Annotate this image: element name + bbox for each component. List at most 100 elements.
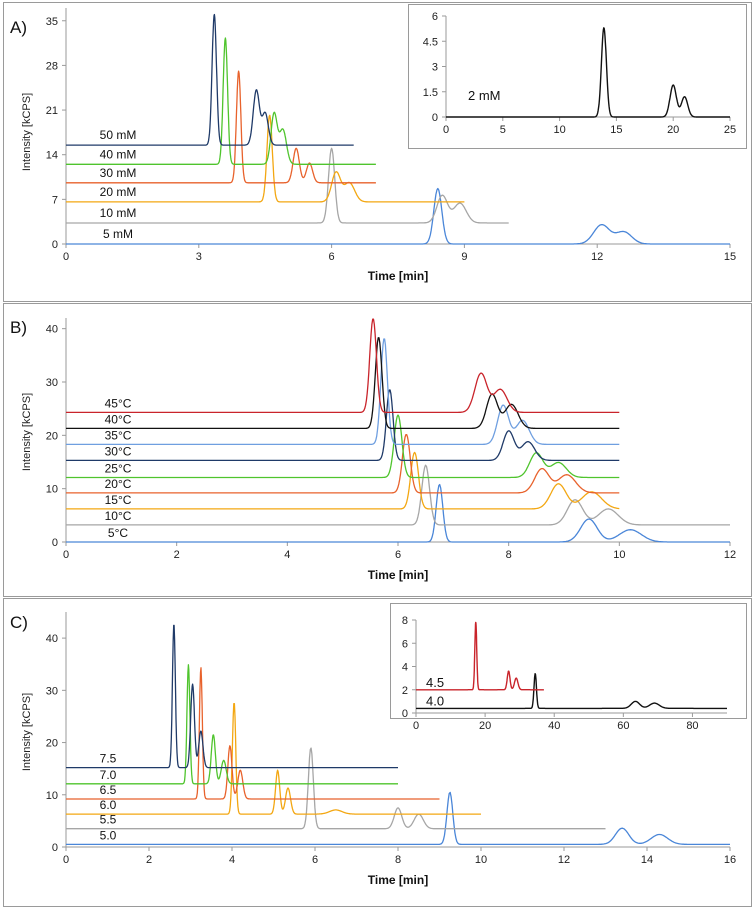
x-tick-label: 0: [63, 549, 69, 561]
inset-frame: [390, 603, 747, 719]
inset-series-line: [415, 621, 545, 691]
series-line: [66, 414, 620, 479]
series-line: [66, 451, 620, 510]
y-tick-label: 0: [52, 239, 58, 251]
series-line: [65, 37, 377, 165]
series-line: [65, 667, 440, 800]
series-label: 5°C: [108, 526, 128, 540]
series-line: [66, 791, 730, 846]
series-line: [65, 114, 465, 203]
inset-chart: 0 20 40 60 80 0 2 4 6 8 4.0 4.5: [390, 603, 747, 732]
series-label: 20°C: [105, 477, 132, 491]
inset-series-label: 4.5: [426, 675, 444, 690]
x-tick-label: 12: [558, 854, 570, 866]
x-tick-label: 4: [229, 854, 235, 866]
series-label: 10°C: [105, 509, 132, 523]
x-tick-label: 16: [724, 854, 736, 866]
inset-x-tick-label: 15: [610, 124, 622, 136]
inset-y-tick-label: 6: [432, 11, 438, 23]
panel-b: 0 2 4 6 8 10 12 0 10 20 30 40 5°C 10°C 15°C 20°C 25°C 30°…: [3, 303, 752, 597]
series-label: 7.5: [100, 752, 117, 766]
panel-frame: [3, 303, 752, 597]
x-axis-title: Time [min]: [368, 568, 428, 582]
x-tick-label: 12: [724, 549, 736, 561]
y-tick-label: 30: [46, 685, 58, 697]
inset-series-line: [445, 27, 731, 118]
inset-y-tick-label: 8: [402, 615, 408, 627]
y-tick-label: 0: [52, 842, 58, 854]
inset-y-tick-label: 3: [432, 62, 438, 74]
y-tick-label: 40: [46, 324, 58, 336]
series-line: [65, 147, 509, 224]
x-tick-label: 9: [461, 251, 467, 263]
y-axis-title: Intensity [kCPS]: [21, 93, 33, 171]
inset-x-tick-label: 25: [724, 124, 736, 136]
x-tick-label: 2: [174, 549, 180, 561]
series-label: 7.0: [100, 768, 117, 782]
inset-y-tick-label: 0: [432, 112, 438, 124]
y-tick-label: 7: [52, 194, 58, 206]
y-tick-label: 10: [46, 790, 58, 802]
inset-x-tick-label: 20: [479, 720, 491, 732]
inset-chart: 0 5 10 15 20 25 0 1.5 3 4.5 6 2 mM: [408, 4, 747, 149]
inset-y-tick-label: 0: [402, 708, 408, 720]
y-tick-label: 40: [46, 633, 58, 645]
series-line: [66, 338, 620, 446]
x-tick-label: 4: [284, 549, 290, 561]
inset-frame: [408, 4, 747, 149]
series-label: 50 mM: [100, 128, 137, 142]
y-tick-label: 20: [46, 430, 58, 442]
x-tick-label: 6: [395, 549, 401, 561]
x-tick-label: 2: [146, 854, 152, 866]
y-axis-title: Intensity [kCPS]: [21, 693, 33, 771]
series-label: 10 mM: [100, 206, 137, 220]
y-tick-label: 21: [46, 105, 58, 117]
x-tick-label: 6: [312, 854, 318, 866]
inset-x-tick-label: 40: [548, 720, 560, 732]
series-label: 5 mM: [103, 227, 133, 241]
series-line: [66, 464, 730, 526]
series-line: [66, 318, 620, 414]
series-label: 40°C: [105, 412, 132, 426]
x-tick-label: 14: [641, 854, 653, 866]
inset-x-tick-label: 80: [686, 720, 698, 732]
inset-y-tick-label: 2: [402, 685, 408, 697]
y-tick-label: 0: [52, 537, 58, 549]
series-label: 30°C: [105, 444, 132, 458]
panel-label: B): [10, 318, 27, 337]
series-label: 5.5: [100, 813, 117, 827]
series-label: 35°C: [105, 428, 132, 442]
x-axis-title: Time [min]: [368, 269, 428, 283]
x-tick-label: 8: [395, 854, 401, 866]
series-line: [65, 13, 354, 146]
x-tick-label: 0: [63, 251, 69, 263]
series-line: [66, 337, 620, 430]
series-label: 25°C: [105, 461, 132, 475]
y-tick-label: 20: [46, 738, 58, 750]
inset-series-label: 4.0: [426, 693, 444, 708]
x-tick-label: 10: [613, 549, 625, 561]
x-tick-label: 3: [196, 251, 202, 263]
series-line: [66, 747, 606, 830]
y-tick-label: 10: [46, 484, 58, 496]
series-line: [66, 187, 730, 245]
panel-label: C): [10, 613, 28, 632]
series-line: [65, 624, 399, 769]
series-label: 30 mM: [100, 166, 137, 180]
series-label: 5.0: [100, 828, 117, 842]
inset-y-tick-label: 1.5: [423, 87, 438, 99]
series-line: [65, 664, 399, 785]
x-tick-label: 12: [591, 251, 603, 263]
inset-x-tick-label: 0: [413, 720, 419, 732]
series-line: [66, 389, 620, 462]
series-label: 20 mM: [100, 185, 137, 199]
x-tick-label: 0: [63, 854, 69, 866]
inset-x-tick-label: 5: [500, 124, 506, 136]
series-line: [66, 483, 730, 543]
inset-series-line: [415, 673, 728, 710]
inset-y-tick-label: 6: [402, 638, 408, 650]
inset-x-tick-label: 0: [443, 124, 449, 136]
series-label: 45°C: [105, 396, 132, 410]
series-label: 40 mM: [100, 147, 137, 161]
